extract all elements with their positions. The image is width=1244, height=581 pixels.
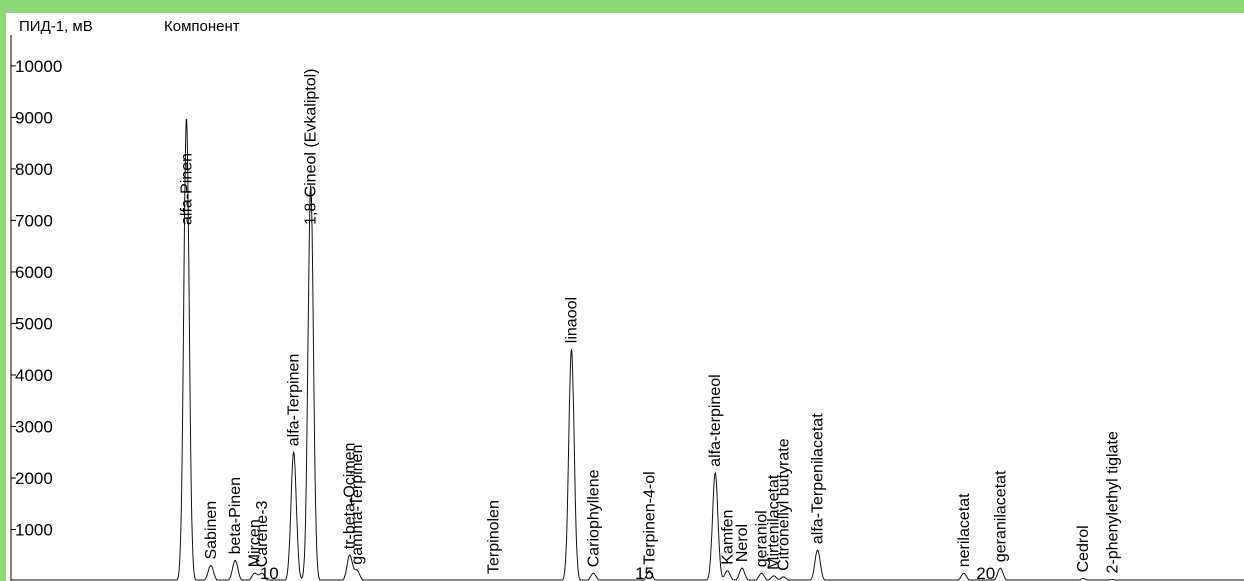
peak-label: gamma-Terpinen [349,445,366,565]
peak-label: 2-phenylethyl tiglate [1104,431,1121,573]
peak-label: Terpinen-4-ol [641,471,658,564]
peak-label: linaool [563,297,580,343]
peak-label: geranilacetat [992,470,1009,562]
peak-label: Kamfen [719,510,736,565]
peak-label: alfa-terpineol [707,374,724,467]
y-tick-label: 7000 [15,211,53,230]
peak-label: Cedrol [1075,525,1092,572]
peak-label: alfa-Terpenilacetat [810,413,827,544]
peak-label: beta-Pinen [227,477,244,554]
peak-label: Terpinolen [485,500,502,574]
y-tick-label: 6000 [15,263,53,282]
peak-labels: alfa-Pinen Sabinen beta-Pinen MircenCarene-… [178,68,1121,573]
y-tick-label: 9000 [15,108,53,127]
peak-label: alfa-Terpinen [286,354,303,447]
peak-label: Mirtenilacetat [766,474,783,570]
peak-number-label: 20 [976,564,995,581]
peak-number-label: 10 [260,564,279,581]
peak-label: Carene-3 [254,500,271,567]
peak-label: Cariophyllene [585,469,602,567]
chromatogram-panel: ПИД-1, мВ Компонент 1000 2000 3000 4000 5000… [6,13,1244,581]
y-tick-label: 4000 [15,366,53,385]
peak-label: Citronellyl butyrate [775,438,792,571]
peak-label: Nerol [734,524,751,562]
chromatogram-chart: ПИД-1, мВ Компонент 1000 2000 3000 4000 5000… [10,18,1244,581]
y-tick-label: 1000 [15,520,53,539]
chromatogram-trace [11,118,1244,581]
y-tick-label: 8000 [15,160,53,179]
peak-label: alfa-Pinen [178,153,195,225]
y-axis-ticks: 1000 2000 3000 4000 5000 6000 7000 8000 9000 1000… [11,57,62,539]
peak-number-labels: 10 15 20 [260,564,995,581]
component-column-header: Компонент [164,18,240,35]
peak-label: 1,8-Cineol (Evkaliptol) [303,68,320,225]
y-tick-label: 3000 [15,417,53,436]
peak-label: Mircen [247,519,264,567]
peak-label: tr-beta-Ocimen [342,443,359,550]
peak-number-label: 15 [635,564,654,581]
peak-label: geraniol [754,510,771,567]
peak-label: Sabinen [203,501,220,560]
peak-label: nerilacetat [956,493,973,567]
y-tick-label: 5000 [15,314,53,333]
y-tick-label: 10000 [15,57,62,76]
y-axis-title: ПИД-1, мВ [19,18,93,35]
y-tick-label: 2000 [15,469,53,488]
